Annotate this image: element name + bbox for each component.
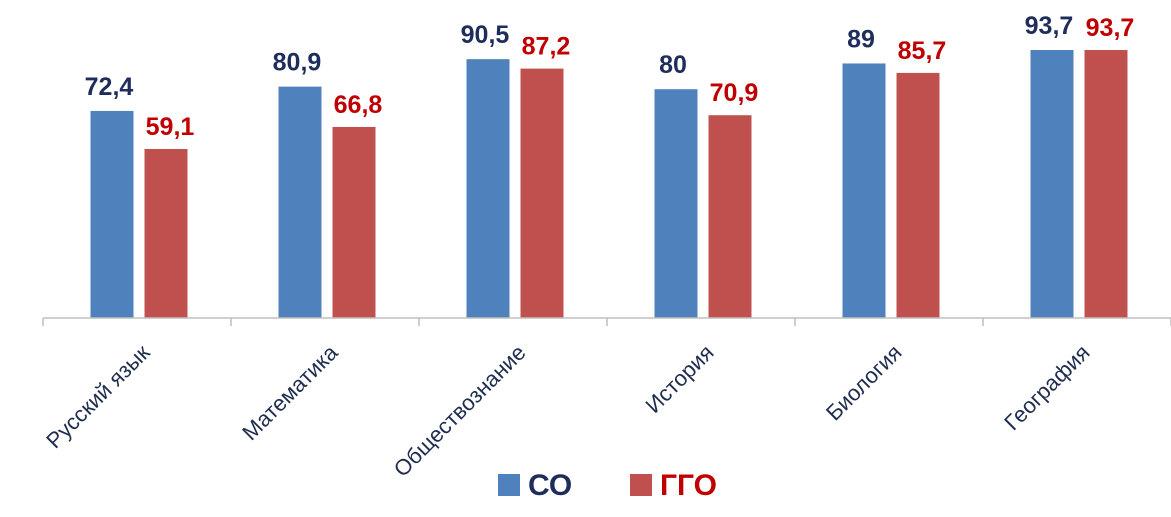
category-label: История: [641, 340, 719, 418]
data-label-ggo: 59,1: [146, 113, 195, 141]
legend-label-ggo: ГГО: [660, 469, 717, 502]
data-label-so: 93,7: [1025, 12, 1074, 40]
data-label-so: 80: [659, 51, 687, 79]
x-axis: [42, 317, 1171, 326]
legend-label-so: СО: [528, 469, 572, 502]
bar-ggo: [144, 148, 188, 318]
category-label: Математика: [237, 339, 343, 445]
bar-so: [842, 63, 886, 319]
legend-swatch-ggo: [630, 474, 652, 496]
category-label: Обществознание: [389, 340, 531, 482]
category-labels-group: Русский язык Математика Обществознание Исто…: [41, 339, 1094, 481]
bar-ggo: [896, 72, 940, 318]
data-label-so: 80,9: [273, 49, 322, 77]
bar-ggo: [708, 115, 752, 318]
data-label-ggo: 85,7: [898, 37, 947, 65]
data-label-ggo: 66,8: [334, 91, 383, 119]
legend: СО ГГО: [498, 469, 717, 502]
category-label: Биология: [821, 340, 907, 426]
data-label-ggo: 70,9: [710, 79, 759, 107]
category-label: Русский язык: [41, 340, 155, 454]
data-label-so: 89: [847, 25, 875, 53]
data-label-so: 90,5: [461, 21, 510, 49]
bar-so: [466, 59, 510, 319]
category-label: География: [999, 340, 1094, 435]
bars-group: [90, 50, 1128, 319]
bar-ggo: [520, 68, 564, 318]
bar-so: [278, 86, 322, 318]
value-labels-group: 72,4 59,1 80,9 66,8 90,5 87,2 80 70,9 89 85,7 93,7…: [85, 12, 1135, 141]
legend-swatch-so: [498, 474, 520, 496]
bar-ggo: [1084, 50, 1128, 318]
bar-so: [654, 89, 698, 318]
data-label-ggo: 93,7: [1086, 14, 1135, 42]
bar-ggo: [332, 126, 376, 319]
data-label-so: 72,4: [85, 73, 134, 101]
bar-so: [90, 110, 134, 318]
data-label-ggo: 87,2: [522, 33, 571, 61]
bar-so: [1030, 50, 1074, 318]
